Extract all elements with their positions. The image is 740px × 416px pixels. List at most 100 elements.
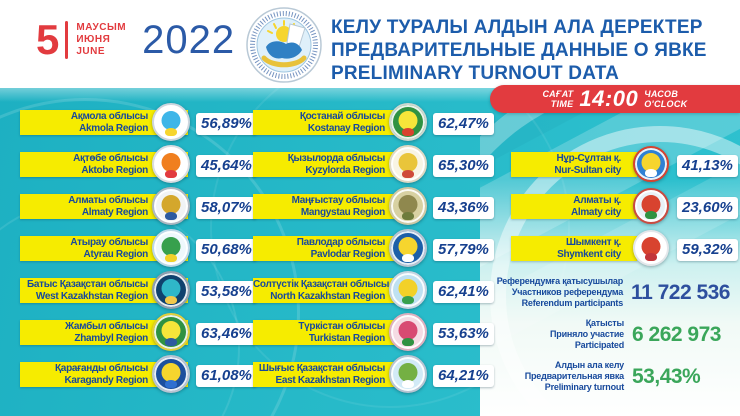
region-name-kk: Ақтөбе облысы <box>73 153 148 164</box>
month-en: JUNE <box>76 46 106 57</box>
kostanay-region-crest-icon <box>389 103 427 141</box>
nur-sultan-city-crest-icon <box>633 146 669 182</box>
stat-label-line: Участников референдума <box>511 287 624 297</box>
region-row: Алматы облысы Almaty Region 58,07% <box>20 187 260 225</box>
stat-labels: Қатысты Приняло участие Participated <box>496 318 624 351</box>
stat-label-line: Приняло участие <box>550 329 624 339</box>
aktobe-region-crest-icon <box>152 145 190 183</box>
turnout-value: 62,41% <box>433 281 494 303</box>
region-name-kk: Алматы облысы <box>68 195 148 206</box>
turnout-value: 64,21% <box>433 365 494 387</box>
time-label-left: САҒАТ TIME <box>543 89 574 109</box>
region-name-en: Turkistan Region <box>308 332 385 344</box>
region-name-kk: Жамбыл облысы <box>65 321 148 332</box>
region-name-en: Karagandy Region <box>64 374 148 386</box>
region-name-en: Pavlodar Region <box>310 248 386 260</box>
stat-label-line: Preliminary turnout <box>544 382 624 392</box>
stat-label-line: Қатысты <box>585 318 624 328</box>
region-name-kk: Атырау облысы <box>70 237 148 248</box>
stat-value: 6 262 973 <box>632 322 721 346</box>
almaty-region-crest-icon <box>152 187 190 225</box>
title-line-kk: КЕЛУ ТУРАЛЫ АЛДЫН АЛА ДЕРЕКТЕР <box>331 17 703 38</box>
regions-column-2: Қостанай облысы Kostanay Region 62,47% Қызы… <box>253 103 494 404</box>
header: 5 МАУСЫМ ИЮНЯ JUNE 2022 КЕЛУ ТУ <box>0 0 740 88</box>
almaty-city-crest-icon <box>633 188 669 224</box>
region-name-en: Almaty city <box>570 206 621 218</box>
region-name-kk: Шығыс Қазақстан облысы <box>258 363 385 374</box>
region-name-en: West Kazakhstan Region <box>35 290 148 302</box>
region-name-kk: Алматы қ. <box>573 195 621 206</box>
cities-column: Нұр-Сұлтан қ. Nur-Sultan city 41,13% Алматы… <box>511 146 740 278</box>
region-name-en: Shymkent city <box>557 248 621 260</box>
stat-value: 11 722 536 <box>631 280 730 304</box>
turnout-value: 62,47% <box>433 113 494 135</box>
stat-label-line: Participated <box>574 340 624 350</box>
region-name-en: Nur-Sultan city <box>554 164 621 176</box>
region-row: Түркістан облысы Turkistan Region 53,63% <box>253 313 494 351</box>
turnout-value: 56,89% <box>196 113 257 135</box>
region-name-kk: Батыс Қазақстан облысы <box>27 279 148 290</box>
region-row: Маңғыстау облысы Mangystau Region 43,36% <box>253 187 494 225</box>
region-name-kk: Нұр-Сұлтан қ. <box>556 153 621 164</box>
turnout-value: 50,68% <box>196 239 257 261</box>
time-bar: САҒАТ TIME 14:00 ЧАСОВ O'CLOCK <box>490 85 740 113</box>
turnout-value: 65,30% <box>433 155 494 177</box>
region-name-en: Kyzylorda Region <box>305 164 385 176</box>
region-row: Солтүстік Қазақстан облысы North Kazakhst… <box>253 271 494 309</box>
title-line-ru: ПРЕДВАРИТЕЛЬНЫЕ ДАННЫЕ О ЯВКЕ <box>331 40 707 61</box>
region-name-en: Zhambyl Region <box>74 332 148 344</box>
akmola-region-crest-icon <box>152 103 190 141</box>
time-label-right: ЧАСОВ O'CLOCK <box>644 89 687 109</box>
stat-label-line: Референдумға қатысушылар <box>496 276 624 286</box>
region-label: Алматы қ. Almaty city <box>511 194 637 219</box>
turnout-value: 59,32% <box>677 239 738 261</box>
time-label-kk: САҒАТ <box>542 89 574 99</box>
stat-group: Қатысты Приняло участие Participated 6 262 … <box>496 318 730 351</box>
stat-label-line: Предварительная явка <box>524 371 624 381</box>
date-day: 5 <box>36 16 60 63</box>
region-row: Қостанай облысы Kostanay Region 62,47% <box>253 103 494 141</box>
mangystau-region-crest-icon <box>389 187 427 225</box>
region-row: Батыс Қазақстан облысы West Kazakhstan Re… <box>20 271 260 309</box>
pavlodar-region-crest-icon <box>389 229 427 267</box>
karagandy-region-crest-icon <box>152 355 190 393</box>
region-name-kk: Солтүстік Қазақстан облысы <box>253 279 390 290</box>
month-kk: МАУСЫМ <box>76 22 127 33</box>
region-name-kk: Қостанай облысы <box>299 111 385 122</box>
kyzylorda-region-crest-icon <box>389 145 427 183</box>
stat-value: 53,43% <box>632 364 701 388</box>
turnout-value: 43,36% <box>433 197 494 219</box>
region-row: Қызылорда облысы Kyzylorda Region 65,30% <box>253 145 494 183</box>
turnout-value: 58,07% <box>196 197 257 219</box>
stat-label-line: Referendum participants <box>521 298 624 308</box>
turkistan-region-crest-icon <box>389 313 427 351</box>
page-title: КЕЛУ ТУРАЛЫ АЛДЫН АЛА ДЕРЕКТЕР ПРЕДВАРИТ… <box>331 16 707 85</box>
region-name-en: Aktobe Region <box>81 164 148 176</box>
region-row: Шымкент қ. Shymkent city 59,32% <box>511 230 740 266</box>
region-name-en: Kostanay Region <box>307 122 385 134</box>
region-name-en: Almaty Region <box>81 206 148 218</box>
region-name-en: Atyrau Region <box>83 248 149 260</box>
atyrau-region-crest-icon <box>152 229 190 267</box>
time-label-oclock: O'CLOCK <box>644 99 688 109</box>
region-label: Шымкент қ. Shymkent city <box>511 236 637 261</box>
stat-group: Алдын ала келу Предварительная явка Prelim… <box>496 360 730 393</box>
region-row: Павлодар облысы Pavlodar Region 57,79% <box>253 229 494 267</box>
month-ru: ИЮНЯ <box>76 34 111 45</box>
region-label: Нұр-Сұлтан қ. Nur-Sultan city <box>511 152 637 177</box>
region-row: Нұр-Сұлтан қ. Nur-Sultan city 41,13% <box>511 146 740 182</box>
west-kazakhstan-region-crest-icon <box>152 271 190 309</box>
region-name-kk: Павлодар облысы <box>296 237 386 248</box>
regions-column-1: Ақмола облысы Akmola Region 56,89% Ақтөбе о… <box>20 103 260 404</box>
stat-label-line: Алдын ала келу <box>554 360 624 370</box>
region-name-kk: Ақмола облысы <box>70 111 148 122</box>
title-line-en: PRELIMINARY TURNOUT DATA <box>331 63 620 84</box>
region-row: Атырау облысы Atyrau Region 50,68% <box>20 229 260 267</box>
central-election-commission-emblem-icon <box>246 7 322 83</box>
turnout-value: 41,13% <box>677 155 738 177</box>
zhambyl-region-crest-icon <box>152 313 190 351</box>
turnout-value: 63,46% <box>196 323 257 345</box>
turnout-value: 61,08% <box>196 365 257 387</box>
region-row: Алматы қ. Almaty city 23,60% <box>511 188 740 224</box>
